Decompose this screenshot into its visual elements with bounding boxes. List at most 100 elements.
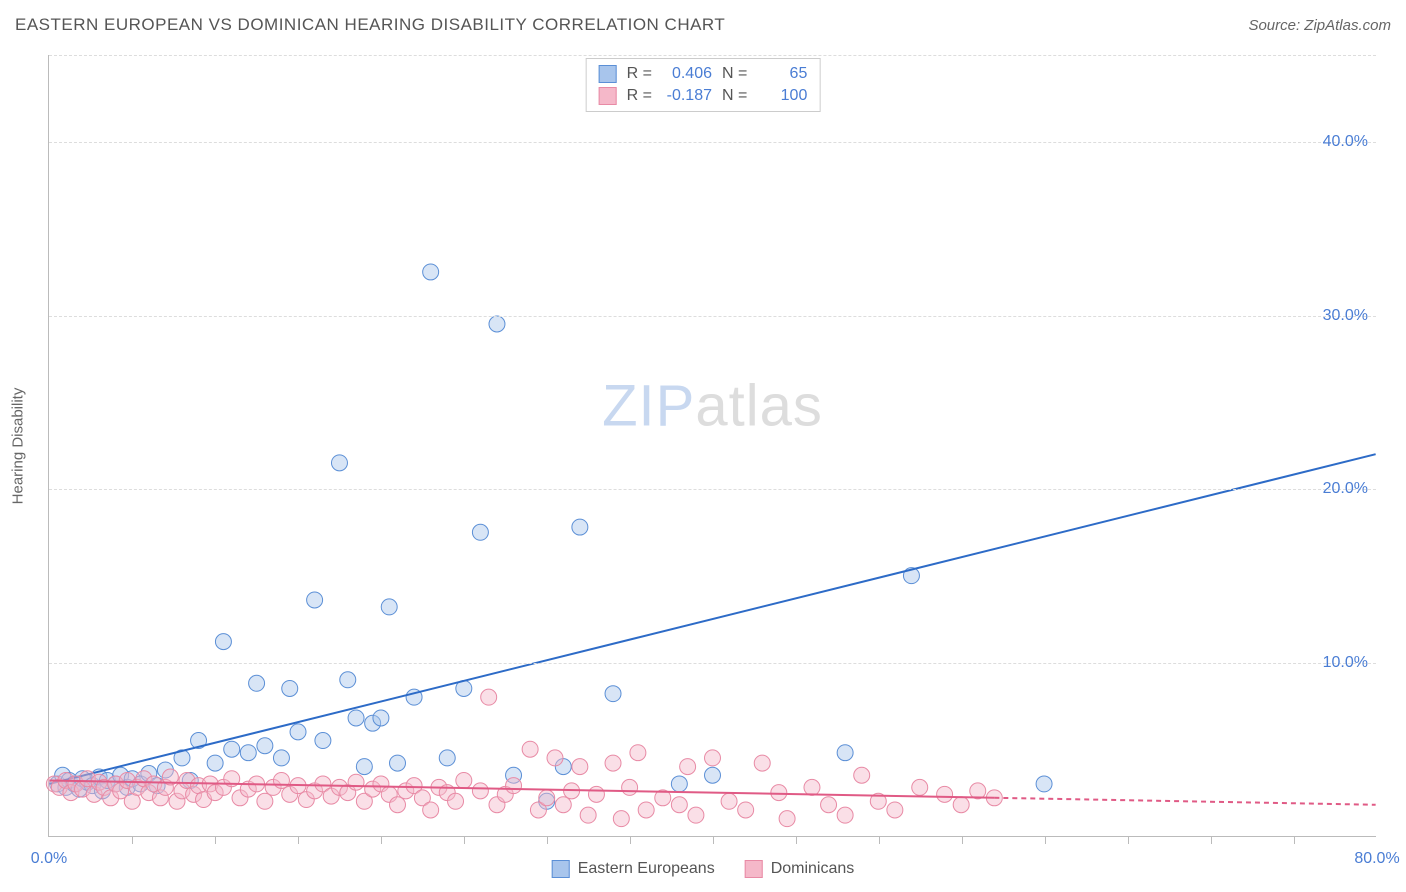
data-point [572,759,588,775]
data-point [555,797,571,813]
legend-swatch [599,65,617,83]
data-point [481,689,497,705]
data-point [613,811,629,827]
x-tick [1211,836,1212,844]
gridline [49,663,1376,664]
data-point [472,783,488,799]
gridline [49,142,1376,143]
data-point [912,779,928,795]
data-point [937,786,953,802]
data-point [257,738,273,754]
data-point [331,455,347,471]
x-tick [132,836,133,844]
data-point [315,733,331,749]
data-point [307,592,323,608]
legend-r-value: -0.187 [662,87,712,105]
series-name: Dominicans [771,860,855,878]
x-tick-label: 80.0% [1354,850,1399,868]
x-tick [1294,836,1295,844]
legend-swatch [552,860,570,878]
data-point [547,750,563,766]
trend-line-dashed [994,798,1375,805]
data-point [671,776,687,792]
data-point [381,599,397,615]
y-tick-label: 40.0% [1323,133,1368,151]
gridline [49,489,1376,490]
y-tick-label: 20.0% [1323,480,1368,498]
legend-n-value: 100 [757,87,807,105]
data-point [721,793,737,809]
series-legend-item: Dominicans [745,860,855,878]
x-tick-label: 0.0% [31,850,67,868]
data-point [588,786,604,802]
data-point [638,802,654,818]
x-tick [464,836,465,844]
data-point [273,750,289,766]
data-point [282,680,298,696]
data-point [671,797,687,813]
data-point [489,316,505,332]
data-point [472,524,488,540]
y-tick-label: 10.0% [1323,654,1368,672]
data-point [630,745,646,761]
x-tick [215,836,216,844]
gridline [49,316,1376,317]
series-name: Eastern Europeans [578,860,715,878]
x-tick [381,836,382,844]
data-point [456,772,472,788]
x-tick [1128,836,1129,844]
x-tick [1045,836,1046,844]
series-legend-item: Eastern Europeans [552,860,715,878]
data-point [779,811,795,827]
data-point [771,785,787,801]
legend-n-label: N = [722,87,747,105]
data-point [240,745,256,761]
data-point [356,759,372,775]
trend-line [49,454,1375,784]
x-tick [630,836,631,844]
y-axis-label: Hearing Disability [10,388,27,505]
data-point [373,710,389,726]
legend-swatch [599,87,617,105]
data-point [572,519,588,535]
data-point [754,755,770,771]
legend-n-label: N = [722,65,747,83]
data-point [224,741,240,757]
data-point [705,767,721,783]
data-point [705,750,721,766]
data-point [605,686,621,702]
data-point [837,745,853,761]
data-point [249,675,265,691]
data-point [887,802,903,818]
gridline [49,55,1376,56]
data-point [348,774,364,790]
legend-r-label: R = [627,87,652,105]
source-label: Source: ZipAtlas.com [1248,17,1391,34]
data-point [622,779,638,795]
data-point [390,755,406,771]
data-point [837,807,853,823]
data-point [522,741,538,757]
chart-plot-area: ZIPatlas 10.0%20.0%30.0%40.0%0.0%80.0% [48,55,1376,837]
data-point [738,802,754,818]
data-point [439,750,455,766]
data-point [821,797,837,813]
data-point [448,793,464,809]
legend-r-label: R = [627,65,652,83]
x-tick [962,836,963,844]
x-tick [547,836,548,844]
x-tick [879,836,880,844]
data-point [539,790,555,806]
data-point [257,793,273,809]
x-tick [713,836,714,844]
correlation-legend: R = 0.406N = 65R = -0.187N = 100 [586,58,821,112]
legend-row: R = -0.187 N = 100 [599,85,808,107]
legend-swatch [745,860,763,878]
chart-title: EASTERN EUROPEAN VS DOMINICAN HEARING DI… [15,15,725,35]
data-point [506,778,522,794]
data-point [605,755,621,771]
legend-row: R = 0.406N = 65 [599,63,808,85]
data-point [688,807,704,823]
data-point [680,759,696,775]
x-tick [298,836,299,844]
